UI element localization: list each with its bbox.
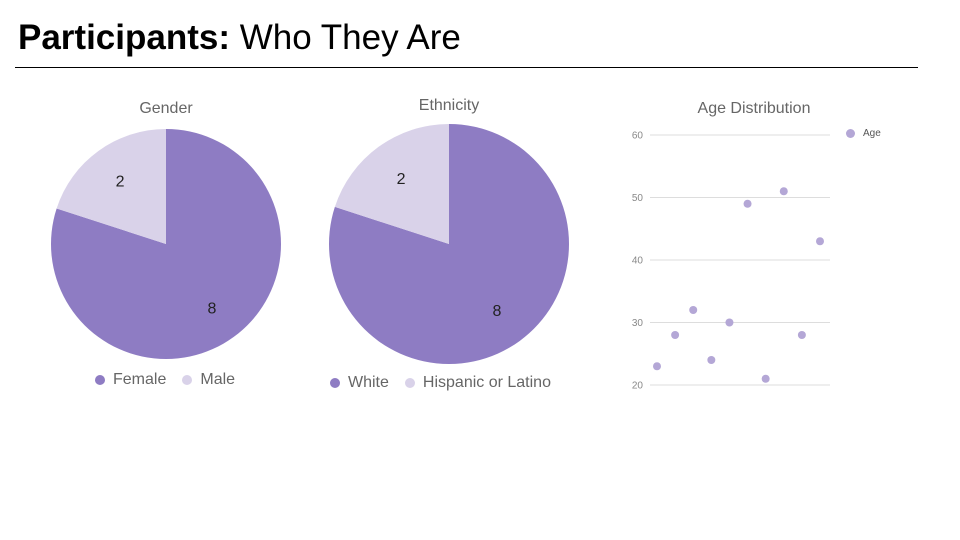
- title-divider: [15, 67, 918, 68]
- age-point: [797, 331, 806, 339]
- slide-title-rest: Who They Are: [230, 18, 461, 57]
- legend-swatch-icon: [330, 378, 340, 388]
- age-point: [653, 362, 661, 371]
- ethnicity-data-label: 2: [397, 171, 406, 188]
- ethnicity-legend: White Hispanic or Latino: [330, 374, 567, 392]
- ethnicity-slice-hispanic-or-latino: [334, 124, 449, 244]
- gender-legend-item-female: Female: [95, 371, 166, 389]
- ethnicity-data-label: 8: [493, 303, 502, 320]
- legend-swatch-icon: [404, 378, 415, 388]
- age-point: [779, 187, 788, 196]
- gender-slice-male: [56, 129, 166, 244]
- gender-chart-title: Gender: [139, 100, 193, 117]
- y-tick-label: 30: [632, 318, 644, 329]
- y-tick-label: 20: [632, 381, 644, 392]
- slide-title-bold: Participants:: [18, 18, 230, 57]
- ethnicity-legend-item-hispanic: Hispanic or Latino: [404, 374, 551, 392]
- y-tick-label: 50: [632, 193, 644, 204]
- slide-title: Participants: Who They Are: [18, 18, 461, 58]
- gender-legend-item-male: Male: [182, 371, 235, 389]
- gender-slice-female: [51, 129, 282, 359]
- age-point: [743, 199, 752, 208]
- age-point: [671, 331, 680, 339]
- legend-label: Male: [200, 371, 236, 388]
- gender-data-label: 2: [116, 174, 125, 191]
- legend-swatch-icon: [95, 375, 105, 385]
- ethnicity-legend-item-white: White: [330, 374, 389, 392]
- y-tick-label: 40: [632, 256, 644, 267]
- age-point: [816, 237, 824, 246]
- age-point: [707, 356, 716, 364]
- y-tick-label: 60: [632, 131, 644, 142]
- age-chart-title: Age Distribution: [697, 100, 811, 117]
- age-point: [725, 318, 734, 327]
- legend-swatch-icon: [182, 375, 193, 385]
- gender-legend: Female Male: [95, 371, 251, 389]
- legend-swatch-icon: [846, 129, 855, 138]
- legend-label: Female: [113, 371, 167, 388]
- legend-label: Hispanic or Latino: [422, 374, 551, 391]
- age-point: [761, 374, 770, 383]
- legend-label: White: [348, 374, 389, 391]
- gender-data-label: 8: [208, 300, 217, 317]
- ethnicity-chart-title: Ethnicity: [418, 97, 480, 114]
- age-legend: Age: [846, 128, 881, 139]
- legend-label: Age: [863, 128, 881, 139]
- age-point: [689, 306, 698, 314]
